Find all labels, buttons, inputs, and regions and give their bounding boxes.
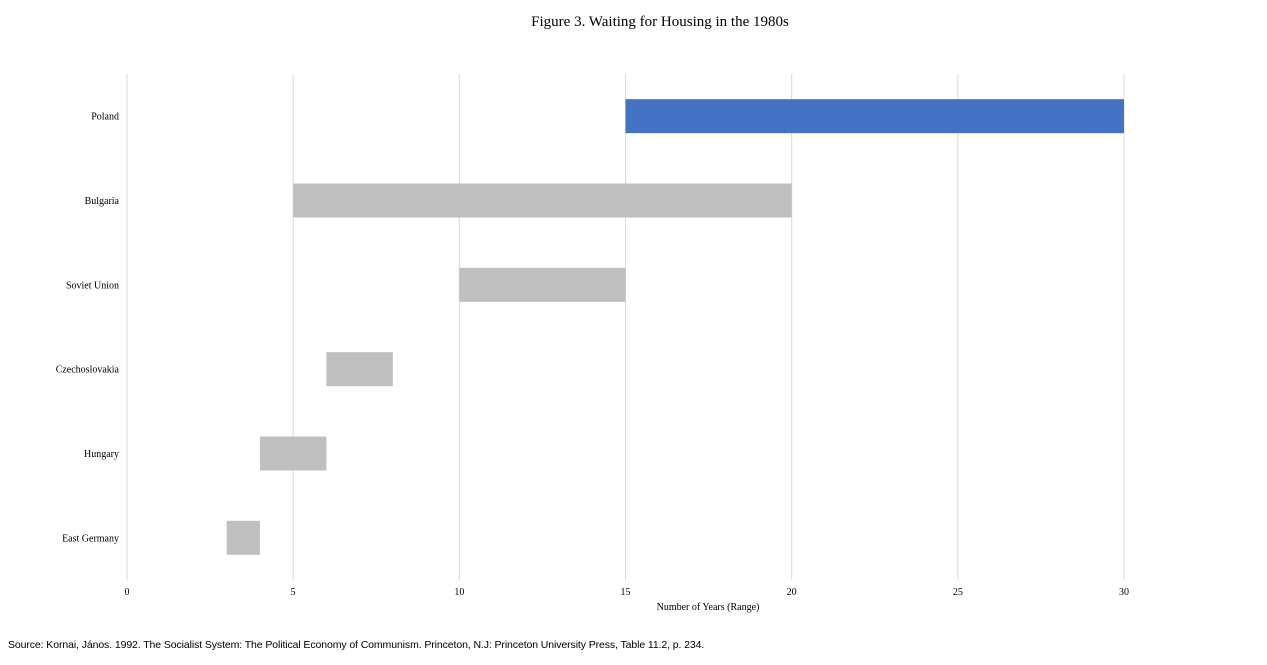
x-tick-labels: 0 5 10 15 20 25 30 xyxy=(125,587,1130,598)
x-axis-title: Number of Years (Range) xyxy=(657,602,760,613)
bars xyxy=(226,99,1124,555)
category-label: Hungary xyxy=(84,449,119,460)
bar-hungary xyxy=(259,436,327,471)
bar-east-germany xyxy=(226,520,260,555)
x-tick-label: 10 xyxy=(454,587,464,598)
gridlines xyxy=(126,74,1125,580)
category-label: Czechoslovakia xyxy=(56,365,120,376)
chart: Figure 3. Waiting for Housing in the 198… xyxy=(56,14,1130,613)
category-label: East Germany xyxy=(62,533,119,544)
x-tick-label: 20 xyxy=(787,587,797,598)
x-tick-label: 15 xyxy=(621,587,631,598)
x-tick-label: 25 xyxy=(953,587,963,598)
source-note: Source: Kornai, János. 1992. The Sociali… xyxy=(8,639,705,651)
bar-bulgaria xyxy=(293,183,792,218)
x-tick-label: 30 xyxy=(1119,587,1129,598)
x-tick-label: 0 xyxy=(125,587,130,598)
category-label: Bulgaria xyxy=(85,196,120,207)
category-labels: Poland Bulgaria Soviet Union Czechoslovakia… xyxy=(56,112,120,545)
bar-poland xyxy=(625,99,1124,134)
bar-czechoslovakia xyxy=(326,352,393,387)
chart-title: Figure 3. Waiting for Housing in the 198… xyxy=(531,14,789,30)
bar-soviet-union xyxy=(459,267,626,302)
category-label: Poland xyxy=(91,112,119,123)
x-tick-label: 5 xyxy=(291,587,296,598)
category-label: Soviet Union xyxy=(66,280,119,291)
